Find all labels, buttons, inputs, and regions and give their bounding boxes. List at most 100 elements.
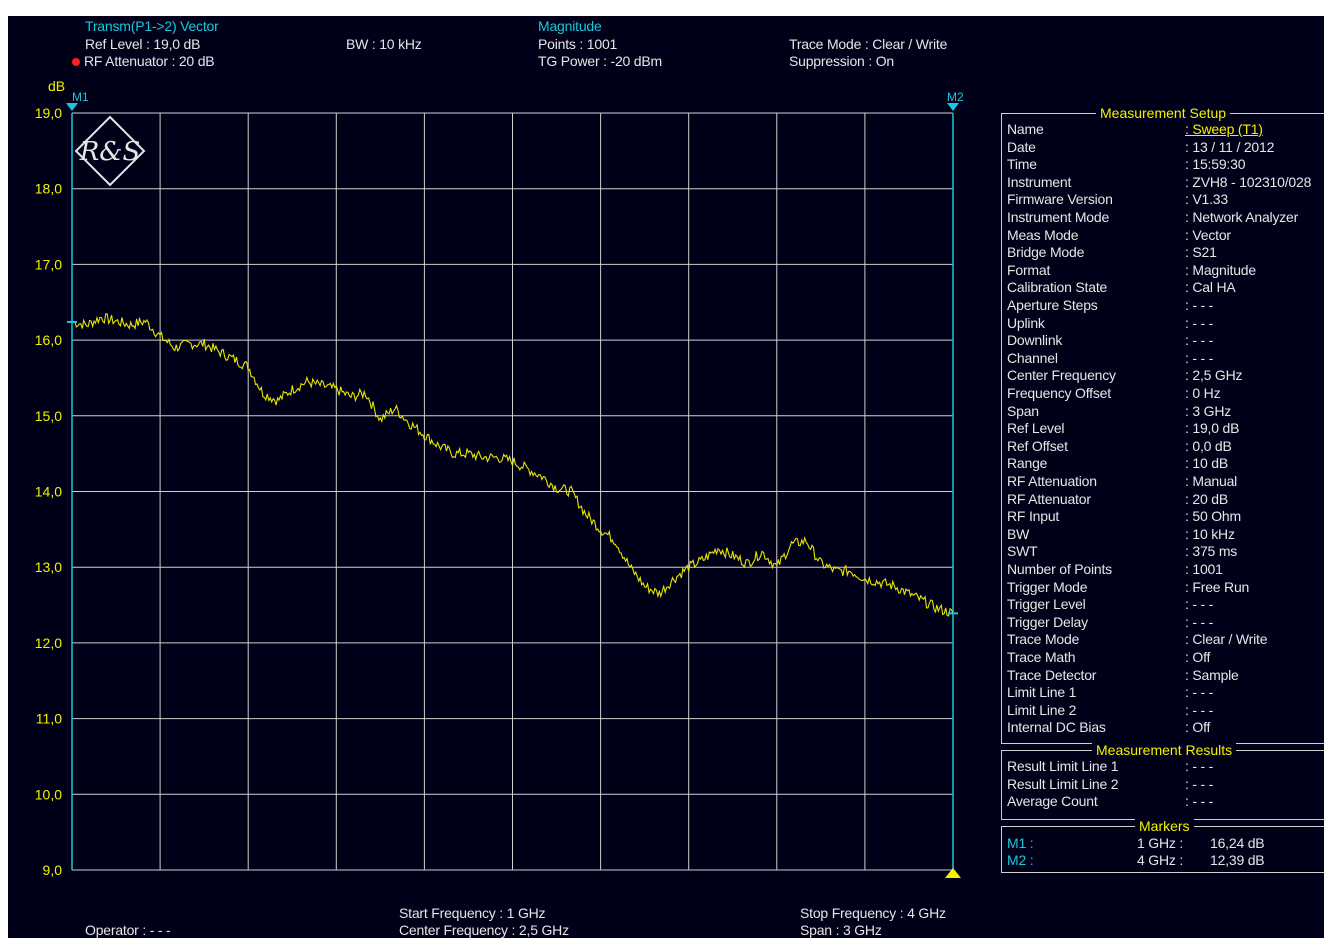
measurement-mode-title: Transm(P1->2) Vector	[85, 18, 219, 34]
setup-row-key: Ref Offset	[1007, 437, 1068, 454]
setup-row-key: Trace Detector	[1007, 666, 1097, 683]
measurement-results-panel: Measurement Results Result Limit Line 1:…	[1001, 742, 1324, 820]
measurement-results-title: Measurement Results	[1092, 742, 1237, 758]
setup-row-key: Aperture Steps	[1007, 297, 1098, 313]
setup-row-value: : - - -	[1185, 613, 1214, 630]
y-tick-label: 10,0	[35, 786, 62, 802]
setup-row-key: Name	[1007, 121, 1044, 137]
measurement-trace	[71, 313, 954, 617]
marker-row-value: 16,24 dB	[1210, 835, 1265, 851]
results-row-key: Result Limit Line 2	[1007, 775, 1119, 792]
results-row-value: : - - -	[1185, 758, 1214, 774]
rf-attenuator-status-dot	[72, 58, 80, 66]
setup-row-value: : 1001	[1185, 561, 1223, 577]
y-axis-unit-label: dB	[48, 78, 65, 94]
logo-diamond	[74, 115, 146, 187]
measurement-setup-title: Measurement Setup	[1096, 105, 1231, 121]
marker-label-m2: M2	[947, 90, 964, 104]
bandwidth-label: BW : 10 kHz	[346, 36, 422, 52]
marker-row-frequency: 1 GHz :	[1137, 835, 1184, 851]
y-tick-label: 16,0	[35, 332, 62, 348]
setup-row-value: : Off	[1185, 719, 1211, 736]
sweep-name-link[interactable]: : Sweep (T1)	[1185, 121, 1263, 137]
setup-row-key: RF Attenuation	[1007, 473, 1097, 489]
y-tick-label: 9,0	[43, 862, 63, 878]
suppression-label: Suppression : On	[789, 53, 894, 69]
setup-row-value: : S21	[1185, 244, 1217, 261]
setup-row-key: Trigger Level	[1007, 596, 1086, 613]
setup-row-value: : 50 Ohm	[1185, 508, 1241, 525]
setup-row-value: : Magnitude	[1185, 261, 1256, 278]
setup-row-key: Limit Line 1	[1007, 684, 1077, 701]
setup-row-key: SWT	[1007, 543, 1038, 560]
setup-row-value: : 2,5 GHz	[1185, 367, 1243, 384]
setup-row-value: : 3 GHz	[1185, 402, 1232, 419]
setup-row-key: Trace Mode	[1007, 631, 1080, 648]
setup-row-value: : - - -	[1185, 596, 1214, 613]
y-tick-label: 12,0	[35, 635, 62, 651]
setup-row-value: : Off	[1185, 649, 1211, 665]
setup-row-key: Instrument	[1007, 173, 1072, 190]
setup-row-key: Trigger Delay	[1007, 613, 1088, 630]
setup-row-value: : 19,0 dB	[1185, 420, 1240, 437]
setup-row-key: Instrument Mode	[1007, 209, 1110, 225]
setup-row-key: Meas Mode	[1007, 226, 1079, 243]
setup-row-value: : - - -	[1185, 314, 1214, 331]
setup-row-value: : Network Analyzer	[1185, 209, 1299, 225]
setup-row-value: : - - -	[1185, 332, 1214, 349]
results-row-value: : - - -	[1185, 793, 1214, 810]
y-tick-label: 19,0	[35, 105, 62, 121]
setup-row-value: : Vector	[1185, 226, 1231, 243]
setup-row-value: : - - -	[1185, 297, 1214, 313]
setup-row-value: : Free Run	[1185, 578, 1250, 595]
results-row-value: : - - -	[1185, 775, 1214, 792]
setup-row-value: : 0,0 dB	[1185, 437, 1232, 454]
trace-mode-label: Trace Mode : Clear / Write	[789, 36, 948, 52]
markers-panel: Markers M1 : 1 GHz : 16,24 dB M2 : 4 GHz : 12…	[1001, 818, 1324, 873]
start-frequency-label: Start Frequency : 1 GHz	[399, 905, 546, 921]
stop-frequency-label: Stop Frequency : 4 GHz	[800, 905, 946, 921]
setup-row-key: RF Attenuator	[1007, 490, 1091, 507]
setup-row-value: : Clear / Write	[1185, 631, 1268, 648]
tg-power-label: TG Power : -20 dBm	[538, 53, 662, 69]
setup-row-key: Uplink	[1007, 314, 1045, 331]
y-tick-label: 13,0	[35, 559, 62, 575]
setup-row-key: Center Frequency	[1007, 367, 1116, 384]
y-tick-label: 17,0	[35, 256, 62, 272]
measurement-setup-panel: Measurement Setup Name : Sweep (T1) Date : …	[1001, 105, 1324, 744]
marker-triangle-m2	[947, 103, 959, 111]
marker-label-m1: M1	[72, 90, 89, 104]
ref-level-label: Ref Level : 19,0 dB	[85, 36, 201, 52]
trace-chart: 9,0 10,0 11,0 12,0 13,0 14,0 15,0 16,0 17,0 18,0 1…	[35, 78, 964, 878]
format-title: Magnitude	[538, 18, 602, 34]
setup-row-key: Format	[1007, 261, 1051, 278]
span-label: Span : 3 GHz	[800, 922, 882, 938]
setup-row-key: Internal DC Bias	[1007, 719, 1106, 736]
setup-row-key: Frequency Offset	[1007, 385, 1111, 401]
y-tick-label: 18,0	[35, 181, 62, 197]
setup-row-value: : 15:59:30	[1185, 156, 1246, 173]
markers-title: Markers	[1135, 818, 1194, 834]
setup-row-value: : 10 dB	[1185, 455, 1228, 472]
setup-row-key: Downlink	[1007, 332, 1063, 349]
setup-row-value: : 13 / 11 / 2012	[1185, 138, 1275, 155]
setup-row-value: : ZVH8 - 102310/028	[1185, 173, 1312, 190]
setup-row-key: Trace Math	[1007, 649, 1076, 665]
setup-row-key: RF Input	[1007, 508, 1060, 525]
setup-row-value: : 10 kHz	[1185, 525, 1235, 542]
rf-attenuator-label: RF Attenuator : 20 dB	[84, 53, 215, 69]
setup-row-value: : Sample	[1185, 666, 1239, 683]
points-label: Points : 1001	[538, 36, 618, 52]
setup-row-key: Ref Level	[1007, 420, 1065, 437]
marker-row-label: M1 :	[1007, 835, 1034, 851]
results-row-key: Result Limit Line 1	[1007, 758, 1119, 774]
setup-row-key: Firmware Version	[1007, 191, 1113, 208]
center-frequency-label: Center Frequency : 2,5 GHz	[399, 922, 569, 938]
marker-triangle-m1	[66, 103, 78, 111]
setup-row-value: : 20 dB	[1185, 490, 1228, 507]
y-tick-label: 14,0	[35, 484, 62, 500]
setup-row-value: : - - -	[1185, 684, 1214, 701]
setup-row-key: Date	[1007, 138, 1036, 155]
setup-row-key: Channel	[1007, 349, 1058, 366]
setup-row-key: Calibration State	[1007, 279, 1108, 296]
